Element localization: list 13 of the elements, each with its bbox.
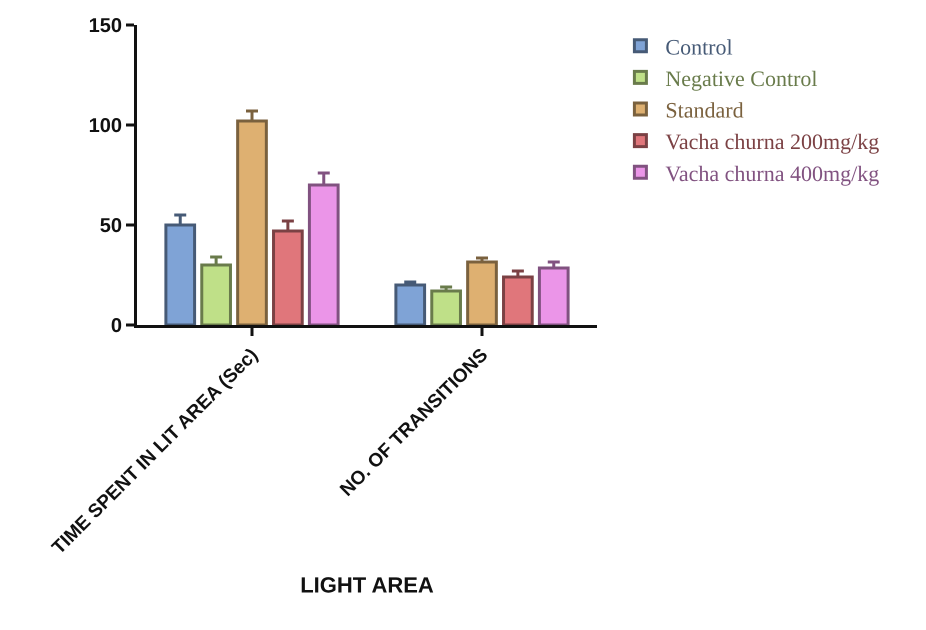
bar	[430, 290, 462, 325]
legend-label: Negative Control	[665, 66, 818, 91]
bar	[394, 284, 426, 325]
y-tick-label: 50	[100, 215, 122, 237]
y-tick-label: 100	[88, 115, 122, 137]
legend-label: Vacha churna 200mg/kg	[665, 129, 880, 154]
x-axis-title: LIGHT AREA	[300, 572, 434, 598]
y-tick-label: 150	[88, 15, 122, 37]
legend-label: Control	[665, 34, 733, 60]
bar	[466, 260, 498, 325]
legend-label: Standard	[665, 98, 744, 123]
y-tick-label: 0	[110, 315, 122, 337]
legend-label: Vacha churna 400mg/kg	[665, 160, 880, 186]
